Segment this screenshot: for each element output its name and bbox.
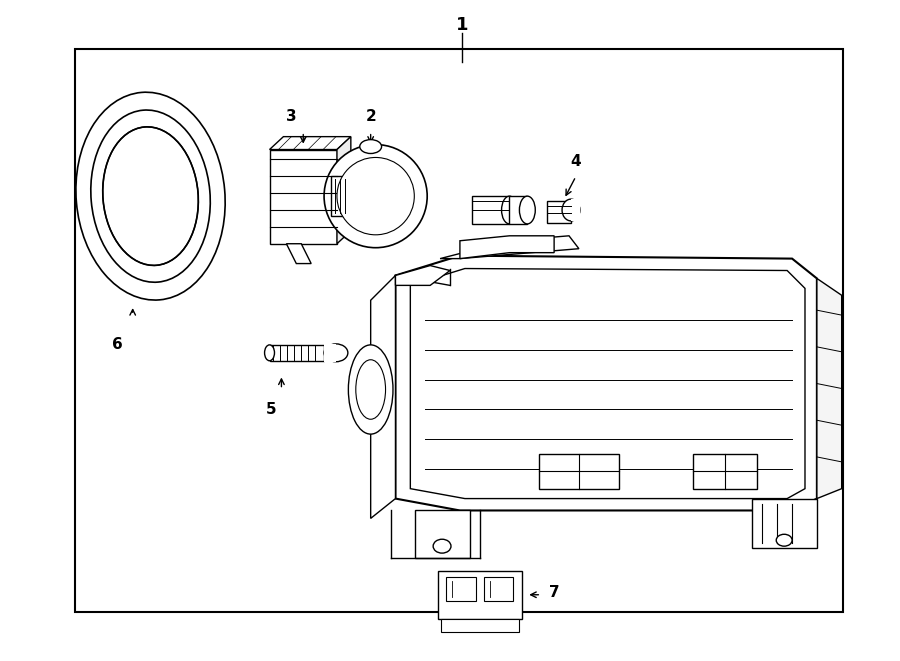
FancyBboxPatch shape <box>438 571 522 619</box>
Ellipse shape <box>337 157 414 235</box>
Polygon shape <box>371 276 395 518</box>
Bar <box>547 201 571 223</box>
Bar <box>472 196 509 224</box>
Ellipse shape <box>324 344 348 362</box>
Ellipse shape <box>91 110 211 282</box>
Text: 5: 5 <box>266 402 277 417</box>
Polygon shape <box>410 268 805 498</box>
Text: 7: 7 <box>549 585 560 600</box>
Polygon shape <box>752 498 817 548</box>
Ellipse shape <box>433 539 451 553</box>
Polygon shape <box>286 244 311 264</box>
Polygon shape <box>817 278 842 498</box>
Bar <box>509 196 527 224</box>
Ellipse shape <box>360 139 382 153</box>
Bar <box>483 577 514 601</box>
Ellipse shape <box>356 360 385 419</box>
Ellipse shape <box>501 196 518 224</box>
Text: 3: 3 <box>286 109 297 124</box>
Polygon shape <box>337 137 351 244</box>
Bar <box>446 577 476 601</box>
Polygon shape <box>415 510 470 558</box>
Bar <box>693 454 758 488</box>
Bar <box>331 176 351 216</box>
Ellipse shape <box>103 127 198 266</box>
Ellipse shape <box>348 345 393 434</box>
Ellipse shape <box>776 534 792 546</box>
Text: 6: 6 <box>112 337 123 352</box>
Bar <box>269 149 337 244</box>
Text: 2: 2 <box>365 109 376 124</box>
Polygon shape <box>269 137 351 149</box>
Bar <box>269 345 324 361</box>
Ellipse shape <box>562 199 580 221</box>
Ellipse shape <box>107 131 194 262</box>
Polygon shape <box>460 236 554 258</box>
Text: 1: 1 <box>455 16 468 34</box>
Bar <box>324 344 336 362</box>
Ellipse shape <box>76 93 225 300</box>
Polygon shape <box>395 266 450 286</box>
Ellipse shape <box>519 196 536 224</box>
Bar <box>76 49 842 612</box>
Text: 4: 4 <box>571 154 581 169</box>
Bar <box>539 454 618 488</box>
Bar <box>441 619 519 633</box>
Polygon shape <box>395 256 817 510</box>
Ellipse shape <box>265 345 274 361</box>
Ellipse shape <box>324 145 428 248</box>
Polygon shape <box>440 236 579 258</box>
Bar <box>571 199 580 221</box>
